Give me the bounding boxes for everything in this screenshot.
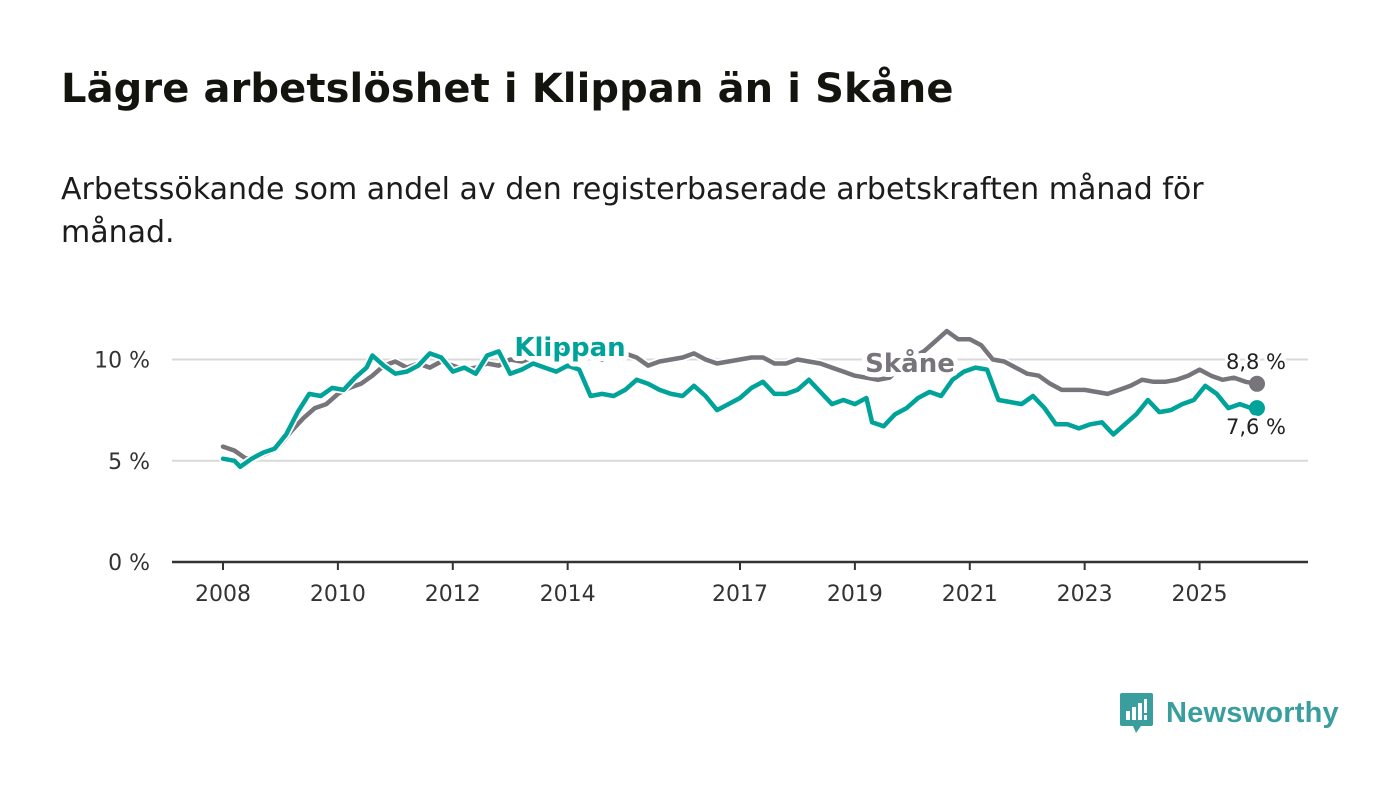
series-line-klippan — [220, 349, 1260, 470]
y-tick-label: 0 % — [108, 551, 150, 576]
end-value-label: 7,6 % — [1226, 415, 1286, 439]
y-tick-label: 5 % — [108, 450, 150, 475]
end-value-halo: 8,8 % — [1226, 350, 1286, 374]
series-name-halo: Skåne — [865, 347, 955, 379]
x-tick-label: 2012 — [425, 582, 481, 607]
series-end-dot-skåne — [1249, 375, 1265, 392]
chart-subtitle: Arbetssökande som andel av den registerb… — [61, 172, 1204, 250]
x-tick-label: 2021 — [942, 582, 998, 607]
x-tick-label: 2025 — [1172, 582, 1228, 607]
series-line-skåne — [220, 328, 1260, 461]
series-end-dot-klippan — [1249, 400, 1265, 417]
end-value-label: 8,8 % — [1226, 350, 1286, 374]
x-tick-label: 2008 — [195, 582, 251, 607]
chart-title: Lägre arbetslöshet i Klippan än i Skåne — [61, 66, 954, 112]
y-axis-ticks: 0 % 5 % 10 % — [94, 349, 150, 577]
end-value-halo: 7,6 % — [1226, 415, 1286, 439]
x-tick-label: 2017 — [712, 582, 768, 607]
brand-name: Newsworthy — [1166, 696, 1339, 729]
series-name-label: Klippan — [514, 333, 625, 363]
series-name-label: Skåne — [865, 347, 955, 379]
x-tick-label: 2019 — [827, 582, 883, 607]
x-tick-label: 2023 — [1057, 582, 1113, 607]
x-tick-label: 2010 — [310, 582, 366, 607]
series-name-halo: Klippan — [514, 333, 625, 363]
newsworthy-logo: Newsworthy — [1119, 690, 1339, 736]
series-lines — [219, 327, 1265, 471]
x-tick-label: 2014 — [540, 582, 596, 607]
y-tick-label: 10 % — [94, 349, 150, 374]
newsworthy-logo-icon — [1120, 693, 1153, 733]
x-axis-ticks: 2008 2010 2012 2014 2017 2019 2021 2023 2025 — [195, 562, 1228, 607]
